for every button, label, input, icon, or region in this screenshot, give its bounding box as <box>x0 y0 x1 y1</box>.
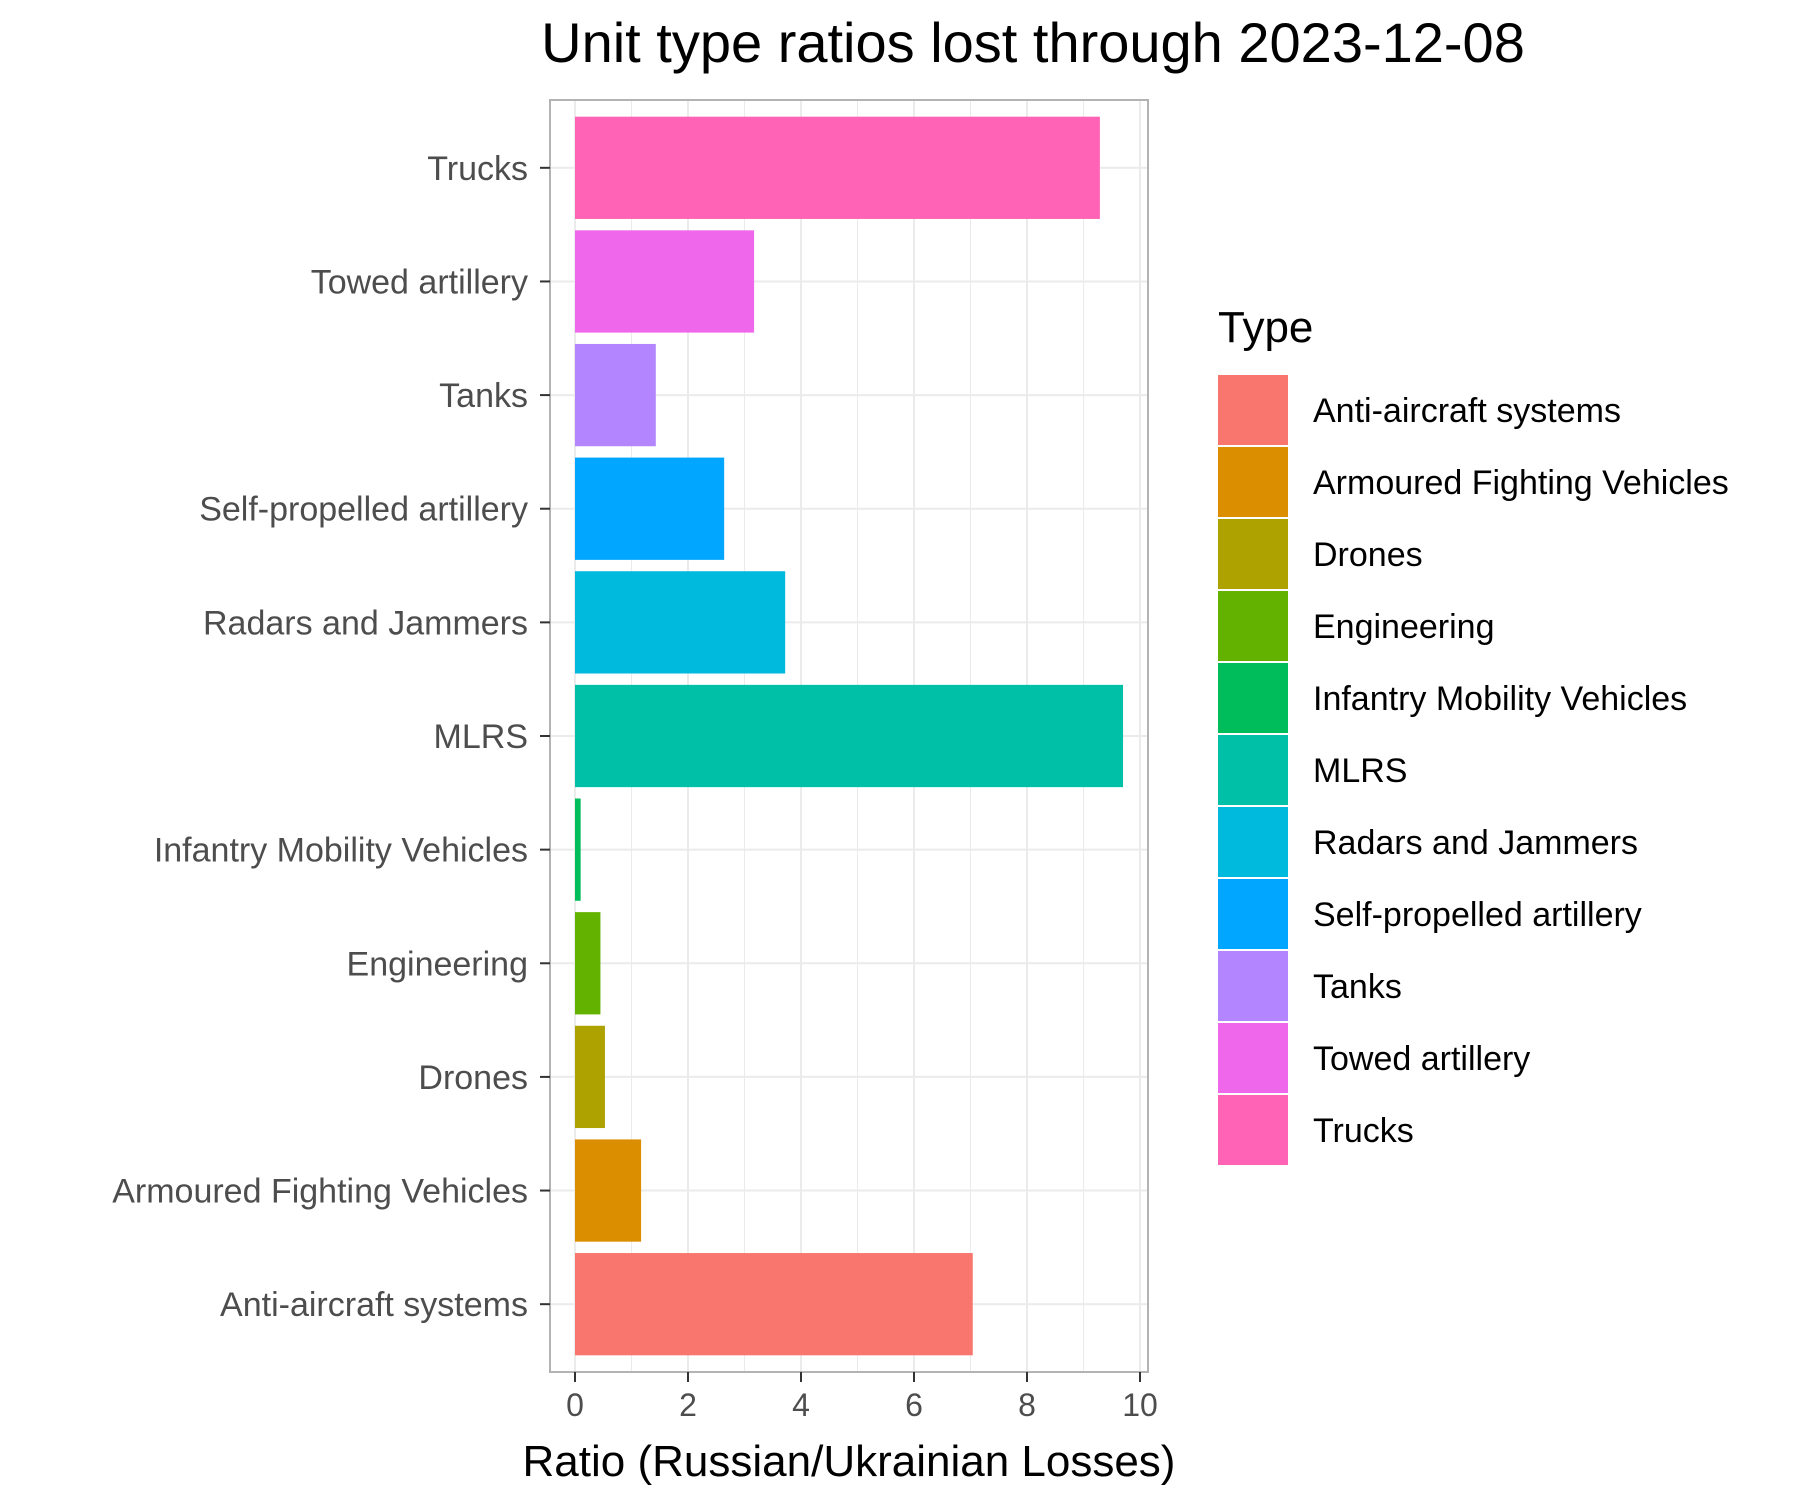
bar-self-propelled-artillery <box>575 457 725 560</box>
y-tick-label: Tanks <box>439 377 528 415</box>
legend-label: Tanks <box>1313 968 1402 1006</box>
legend-key <box>1218 375 1288 445</box>
y-axis: Anti-aircraft systems Armoured Fighting V… <box>112 150 550 1324</box>
y-tick-label: Engineering <box>347 945 528 983</box>
legend-label: MLRS <box>1313 752 1407 790</box>
x-tick-label: 10 <box>1122 1387 1158 1423</box>
x-tick-label: 8 <box>1018 1387 1036 1423</box>
legend-key <box>1218 663 1288 733</box>
x-tick-label: 6 <box>905 1387 923 1423</box>
y-tick-label: MLRS <box>434 718 528 756</box>
legend-title: Type <box>1218 303 1313 352</box>
y-tick-label: Infantry Mobility Vehicles <box>154 832 528 870</box>
bars <box>575 116 1124 1356</box>
bar-infantry-mobility-vehicles <box>575 798 581 901</box>
x-axis-title: Ratio (Russian/Ukrainian Losses) <box>523 1437 1176 1486</box>
y-tick-label: Anti-aircraft systems <box>220 1286 528 1324</box>
legend-items: Anti-aircraft systems Armoured Fighting V… <box>1218 375 1729 1165</box>
bar-engineering <box>575 912 601 1015</box>
y-tick-label: Drones <box>418 1059 528 1097</box>
legend-key <box>1218 735 1288 805</box>
bar-tanks <box>575 343 656 447</box>
legend-key <box>1218 807 1288 877</box>
bar-radars-and-jammers <box>575 571 786 674</box>
legend-label: Infantry Mobility Vehicles <box>1313 680 1687 718</box>
y-tick-label: Self-propelled artillery <box>199 491 528 529</box>
legend-label: Radars and Jammers <box>1313 824 1638 862</box>
x-tick-label: 2 <box>679 1387 697 1423</box>
legend-key <box>1218 879 1288 949</box>
legend-label: Engineering <box>1313 608 1494 646</box>
legend-label: Trucks <box>1313 1112 1414 1150</box>
y-tick-label: Armoured Fighting Vehicles <box>112 1173 528 1211</box>
x-axis: 0 2 4 6 8 10 <box>566 1372 1158 1423</box>
y-tick-label: Trucks <box>427 150 528 188</box>
legend-label: Anti-aircraft systems <box>1313 392 1621 430</box>
x-tick-label: 0 <box>566 1387 584 1423</box>
legend-key <box>1218 951 1288 1021</box>
bar-mlrs <box>575 684 1124 788</box>
bar-towed-artillery <box>575 230 755 333</box>
legend-key <box>1218 1023 1288 1093</box>
legend-key <box>1218 519 1288 589</box>
legend-key <box>1218 591 1288 661</box>
x-tick-label: 4 <box>792 1387 810 1423</box>
y-tick-label: Radars and Jammers <box>203 604 528 642</box>
legend-key <box>1218 447 1288 517</box>
bar-drones <box>575 1025 605 1129</box>
bar-trucks <box>575 116 1100 219</box>
legend: Type Anti-aircraft systems Armoured Fight… <box>1218 303 1729 1165</box>
bar-anti-aircraft-systems <box>575 1253 973 1356</box>
chart-title: Unit type ratios lost through 2023-12-08 <box>541 11 1525 74</box>
legend-label: Armoured Fighting Vehicles <box>1313 464 1729 502</box>
legend-label: Self-propelled artillery <box>1313 896 1642 934</box>
y-tick-label: Towed artillery <box>311 263 528 301</box>
legend-key <box>1218 1095 1288 1165</box>
bar-armoured-fighting-vehicles <box>575 1139 642 1242</box>
legend-label: Towed artillery <box>1313 1040 1530 1078</box>
legend-label: Drones <box>1313 536 1423 574</box>
